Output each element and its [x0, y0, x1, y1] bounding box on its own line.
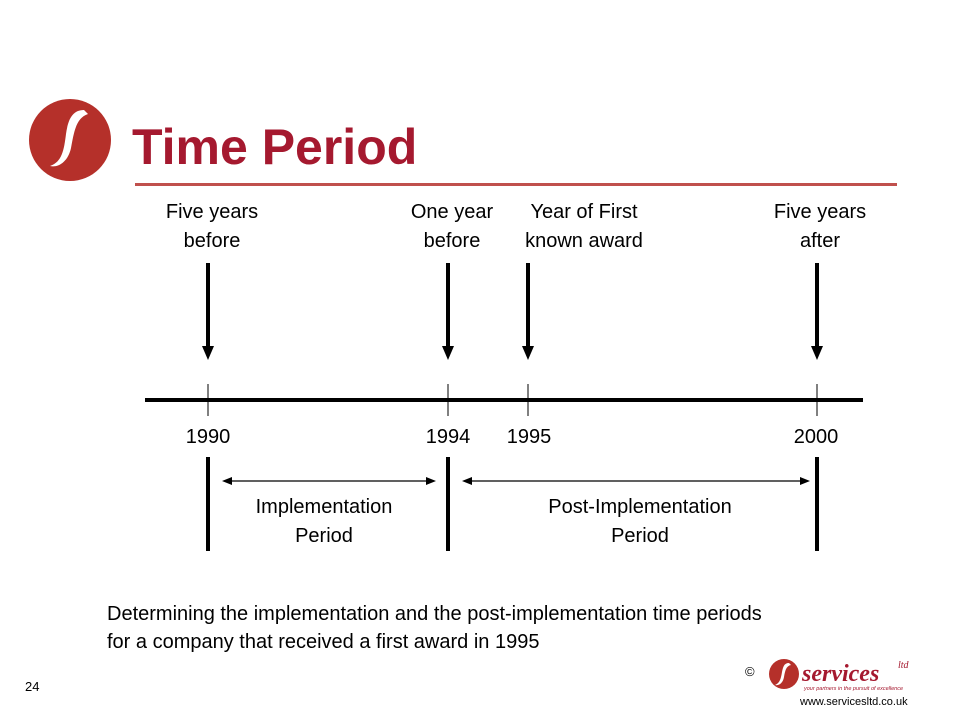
- post-implementation-period-label: Post-Implementation Period: [548, 496, 732, 547]
- year-label-1994: 1994: [425, 426, 471, 448]
- marker-arrow-1995: [522, 263, 534, 360]
- marker-caption-1995: Year of First known award: [525, 201, 643, 252]
- marker-caption-1994: One year before: [410, 201, 494, 252]
- implementation-period-label: Implementation Period: [255, 496, 393, 547]
- marker-caption-1990: Five years before: [165, 201, 259, 252]
- brand-name: services: [801, 661, 879, 687]
- page-number: 24: [25, 679, 40, 694]
- marker-caption-2000: Five years after: [773, 201, 867, 252]
- website-url[interactable]: www.servicesltd.co.uk: [800, 696, 908, 708]
- brand-superscript: ltd: [898, 660, 910, 671]
- title-divider: [135, 183, 897, 186]
- year-label-2000: 2000: [793, 426, 839, 448]
- marker-arrow-2000: [811, 263, 823, 360]
- brand-logo-icon: services ltd your partners in the pursui…: [769, 659, 910, 692]
- brand-tagline: your partners in the pursuit of excellen…: [803, 686, 903, 692]
- year-label-1995: 1995: [506, 426, 552, 448]
- slide-caption: Determining the implementation and the p…: [107, 603, 762, 653]
- logo-icon: [29, 99, 111, 181]
- year-label-1990: 1990: [185, 426, 231, 448]
- implementation-span-arrow: [222, 477, 436, 485]
- copyright-symbol: ©: [745, 664, 755, 679]
- marker-arrow-1990: [202, 263, 214, 360]
- page-title: Time Period: [132, 119, 418, 175]
- marker-arrow-1994: [442, 263, 454, 360]
- post-implementation-span-arrow: [462, 477, 810, 485]
